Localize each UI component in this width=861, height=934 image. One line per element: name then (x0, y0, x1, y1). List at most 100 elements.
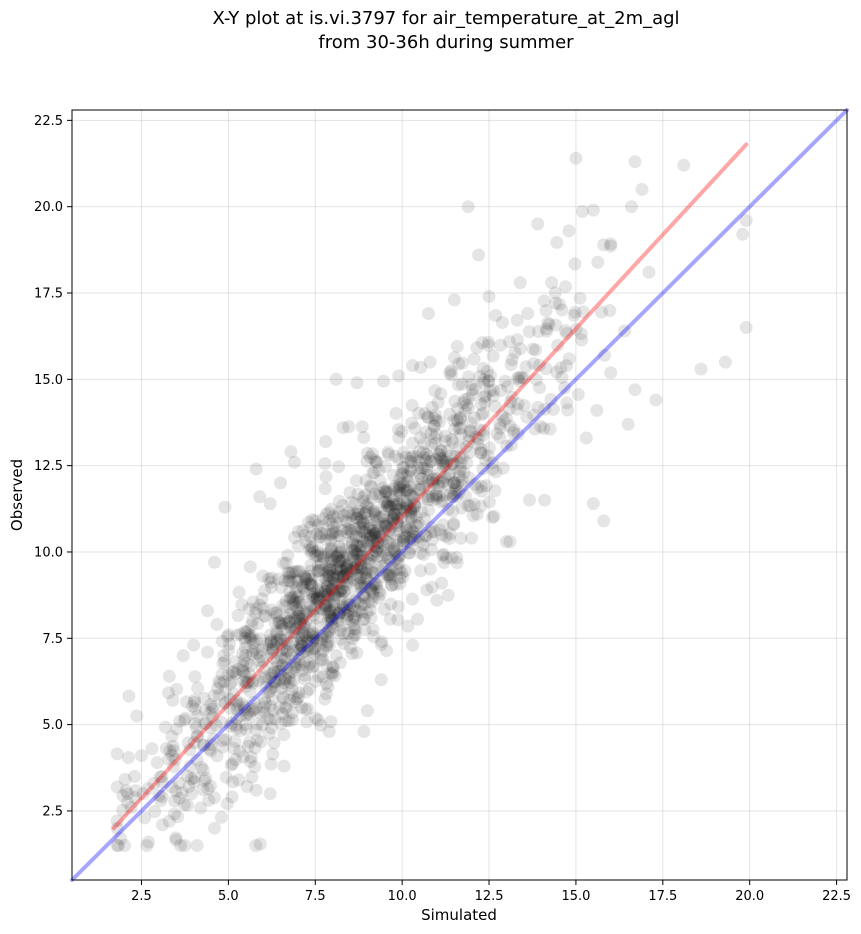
scatter-point (736, 227, 750, 241)
scatter-point (419, 447, 433, 461)
scatter-point (371, 541, 385, 555)
scatter-point (319, 573, 333, 586)
scatter-point (243, 755, 257, 768)
scatter-point (529, 373, 543, 387)
scatter-point (456, 451, 470, 465)
scatter-point (337, 584, 351, 598)
scatter-point (370, 510, 384, 524)
scatter-point (450, 551, 464, 565)
scatter-point (359, 500, 373, 514)
scatter-point (301, 604, 315, 618)
scatter-point (199, 717, 213, 731)
scatter-point (351, 595, 365, 609)
scatter-point (549, 318, 563, 332)
scatter-point (380, 548, 393, 562)
scatter-point (364, 583, 378, 597)
scatter-point (429, 487, 443, 501)
scatter-point (274, 717, 288, 731)
scatter-point (155, 818, 169, 832)
scatter-point (415, 461, 429, 475)
scatter-point (324, 610, 338, 624)
scatter-point (330, 611, 344, 625)
scatter-point (336, 499, 350, 512)
scatter-point (253, 706, 267, 720)
scatter-point (331, 569, 344, 583)
scatter-point (331, 510, 345, 524)
scatter-point (576, 305, 590, 319)
scatter-point (272, 616, 286, 630)
scatter-point (357, 525, 370, 539)
scatter-point (481, 338, 495, 352)
scatter-point (368, 566, 382, 580)
scatter-point (392, 549, 406, 563)
scatter-point (604, 237, 618, 251)
scatter-point (286, 643, 300, 657)
scatter-point (343, 576, 357, 589)
scatter-point (335, 564, 349, 578)
scatter-point (335, 542, 348, 556)
scatter-point (206, 710, 220, 724)
scatter-point (276, 658, 289, 672)
scatter-point (230, 722, 244, 736)
scatter-point (354, 577, 368, 591)
scatter-point (262, 727, 276, 740)
scatter-point (196, 763, 210, 777)
scatter-point (380, 484, 394, 498)
scatter-point (282, 666, 296, 680)
scatter-point (454, 421, 468, 435)
scatter-point (344, 524, 358, 538)
scatter-point (381, 447, 395, 461)
scatter-point (537, 294, 551, 308)
scatter-point (315, 628, 329, 642)
scatter-point (357, 431, 371, 444)
scatter-point (359, 572, 373, 585)
scatter-point (265, 646, 279, 660)
scatter-point (404, 489, 418, 503)
scatter-point (386, 513, 400, 527)
scatter-point (201, 645, 214, 659)
scatter-point (477, 376, 490, 390)
scatter-point (405, 524, 419, 538)
scatter-point (325, 517, 339, 531)
scatter-point (287, 661, 301, 675)
scatter-point (268, 712, 282, 726)
scatter-point (246, 676, 260, 690)
scatter-point (403, 488, 417, 502)
scatter-point (397, 531, 410, 545)
scatter-point (360, 550, 374, 564)
scatter-point (467, 497, 481, 511)
scatter-point (341, 609, 354, 623)
y-tick-label: 17.5 (34, 287, 63, 302)
scatter-point (306, 627, 320, 641)
scatter-point (364, 530, 378, 544)
scatter-point (318, 692, 332, 706)
scatter-point (311, 583, 325, 597)
scatter-point (510, 333, 524, 347)
scatter-point (301, 702, 314, 716)
scatter-point (360, 454, 374, 468)
scatter-point (326, 553, 340, 567)
scatter-point (262, 642, 276, 656)
scatter-point (277, 728, 291, 742)
scatter-point (302, 569, 316, 583)
scatter-point (318, 584, 332, 598)
scatter-point (419, 529, 433, 543)
scatter-point (219, 732, 233, 746)
scatter-point (392, 485, 406, 498)
scatter-point (560, 326, 574, 340)
scatter-point (391, 511, 405, 525)
scatter-point (286, 713, 299, 727)
scatter-point (277, 633, 291, 647)
scatter-point (247, 636, 261, 650)
scatter-point (499, 535, 513, 549)
scatter-point (333, 606, 346, 619)
scatter-point (350, 511, 364, 525)
scatter-point (292, 690, 306, 704)
scatter-point (333, 585, 347, 598)
scatter-point (336, 601, 350, 615)
scatter-point (235, 598, 249, 612)
scatter-point (239, 718, 253, 732)
scatter-point (421, 410, 435, 424)
scatter-point (346, 550, 360, 564)
scatter-point (312, 590, 326, 604)
